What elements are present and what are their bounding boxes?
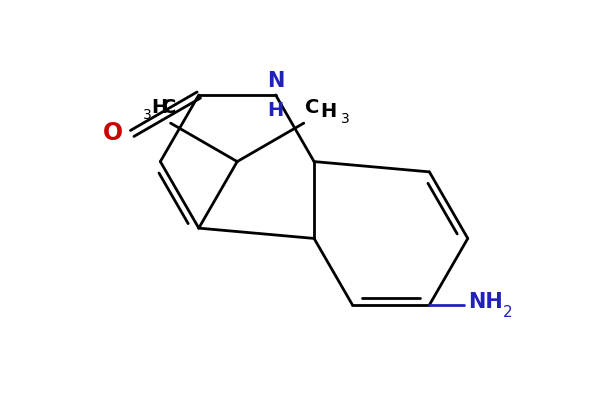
Text: N: N [267,71,284,91]
Text: 3: 3 [341,112,349,126]
Text: 2: 2 [503,305,513,320]
Text: H: H [151,98,167,117]
Text: H: H [320,102,336,121]
Text: C: C [161,98,176,117]
Text: H: H [268,101,284,120]
Text: NH: NH [468,292,503,312]
Text: 3: 3 [143,108,151,122]
Text: C: C [305,98,320,117]
Text: O: O [103,122,123,146]
